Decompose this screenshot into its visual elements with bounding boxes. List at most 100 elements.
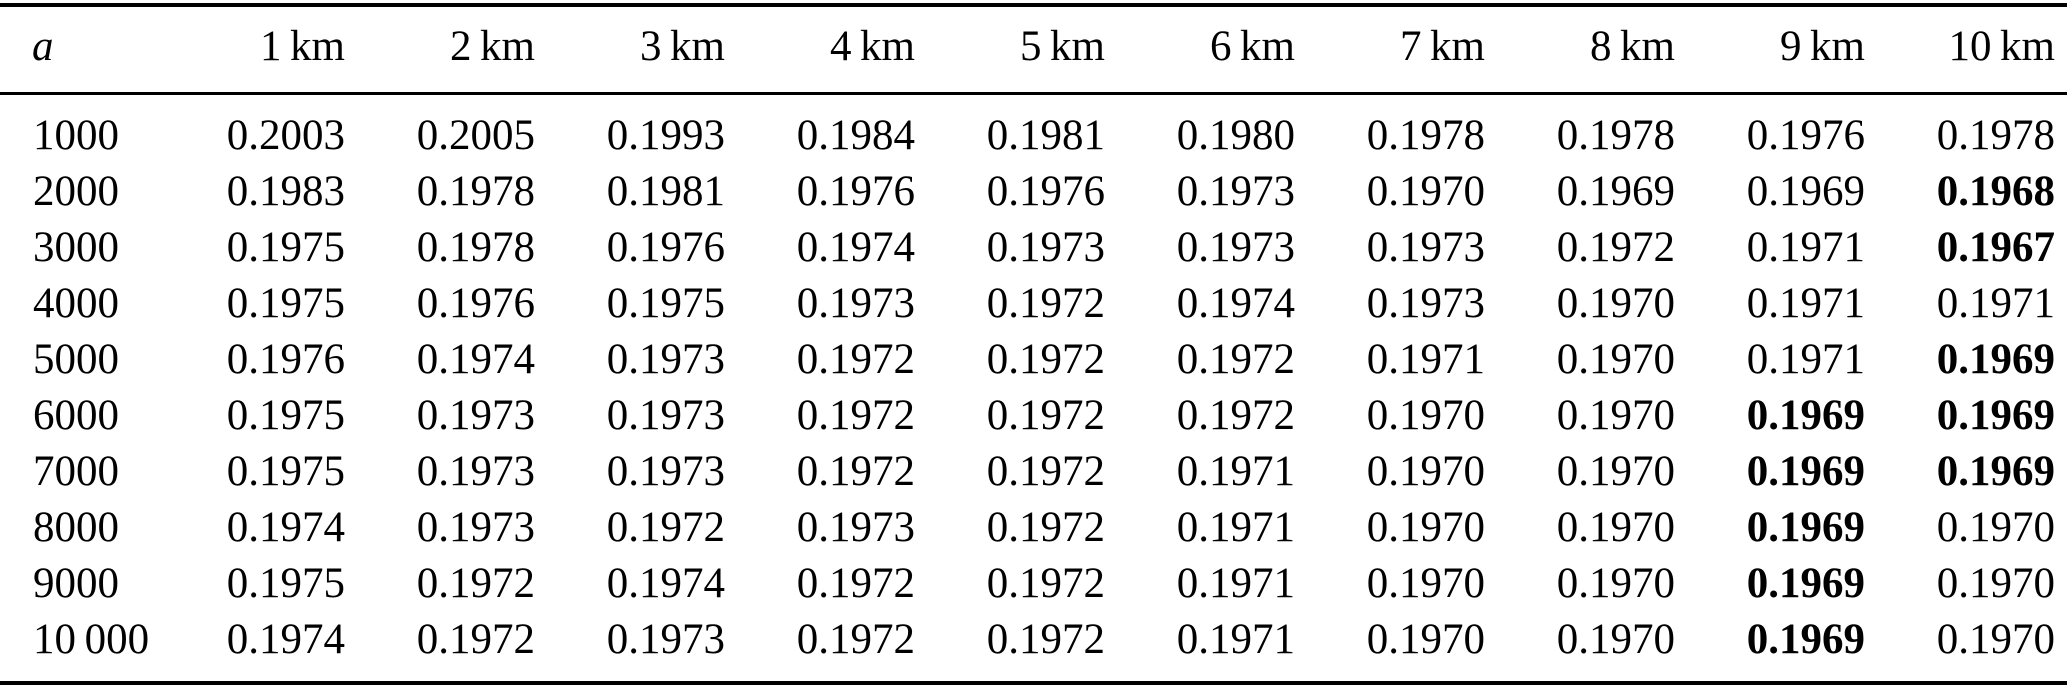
value-cell: 0.1973 [1366, 279, 1485, 327]
value-cell: 0.1978 [416, 223, 535, 271]
row-label-cell: 8000 [33, 503, 119, 551]
value-cell: 0.1971 [1746, 223, 1865, 271]
table-row: 6000 0.1975 0.1973 0.1973 0.1972 0.1972 0.1972… [0, 387, 2067, 443]
row-label-cell: 10 000 [33, 615, 150, 663]
value-cell: 0.1975 [226, 447, 345, 495]
row-label-cell: 2000 [33, 167, 119, 215]
value-cell: 0.1969 [1746, 391, 1865, 439]
value-cell: 0.1978 [1556, 111, 1675, 159]
value-cell: 0.1972 [1556, 223, 1675, 271]
value-cell: 0.1976 [986, 167, 1105, 215]
value-cell: 0.1973 [416, 447, 535, 495]
value-cell: 0.1975 [226, 559, 345, 607]
value-cell: 0.1970 [1556, 559, 1675, 607]
value-cell: 0.1971 [1176, 447, 1295, 495]
value-cell: 0.1970 [1936, 615, 2055, 663]
table-row: 2000 0.1983 0.1978 0.1981 0.1976 0.1976 0.1973… [0, 163, 2067, 219]
value-cell: 0.2005 [416, 111, 535, 159]
value-cell: 0.1972 [796, 447, 915, 495]
value-cell: 0.1973 [416, 503, 535, 551]
value-cell: 0.1974 [226, 615, 345, 663]
value-cell: 0.1970 [1936, 559, 2055, 607]
value-cell: 0.1971 [1176, 559, 1295, 607]
table-body: 1000 0.2003 0.2005 0.1993 0.1984 0.1981 0.1980… [0, 94, 2067, 684]
value-cell: 0.1973 [796, 279, 915, 327]
value-cell: 0.1972 [986, 279, 1105, 327]
value-cell: 0.1972 [796, 335, 915, 383]
header-row: a 1 km 2 km 3 km 4 km 5 km 6 km 7 km 8 k… [0, 5, 2067, 95]
value-cell: 0.1969 [1746, 503, 1865, 551]
value-cell: 0.1969 [1936, 391, 2055, 439]
value-cell: 0.1973 [1366, 223, 1485, 271]
value-cell: 0.1973 [1176, 167, 1295, 215]
table-row: 3000 0.1975 0.1978 0.1976 0.1974 0.1973 0.1973… [0, 219, 2067, 275]
value-cell: 0.1976 [796, 167, 915, 215]
value-cell: 0.1972 [796, 391, 915, 439]
value-cell: 0.1974 [606, 559, 725, 607]
value-cell: 0.1975 [226, 391, 345, 439]
table-header: a 1 km 2 km 3 km 4 km 5 km 6 km 7 km 8 k… [0, 5, 2067, 95]
results-table: a 1 km 2 km 3 km 4 km 5 km 6 km 7 km 8 k… [0, 3, 2067, 685]
table-row: 1000 0.2003 0.2005 0.1993 0.1984 0.1981 0.1980… [0, 94, 2067, 164]
value-cell: 0.1973 [606, 615, 725, 663]
value-cell: 0.1973 [1176, 223, 1295, 271]
value-cell: 0.1974 [796, 223, 915, 271]
value-cell: 0.1969 [1746, 167, 1865, 215]
value-cell: 0.1973 [606, 447, 725, 495]
value-cell: 0.1983 [226, 167, 345, 215]
value-cell: 0.1968 [1936, 167, 2055, 215]
value-cell: 0.1976 [606, 223, 725, 271]
value-cell: 0.1974 [226, 503, 345, 551]
column-header-10km: 10 km [1877, 5, 2067, 95]
value-cell: 0.1975 [226, 279, 345, 327]
table-row: 4000 0.1975 0.1976 0.1975 0.1973 0.1972 0.1974… [0, 275, 2067, 331]
value-cell: 0.1972 [416, 559, 535, 607]
table-row: 10 000 0.1974 0.1972 0.1973 0.1972 0.1972 0.19… [0, 611, 2067, 684]
column-header-5km: 5 km [927, 5, 1117, 95]
value-cell: 0.1984 [796, 111, 915, 159]
column-header-7km: 7 km [1307, 5, 1497, 95]
table-row: 9000 0.1975 0.1972 0.1974 0.1972 0.1972 0.1971… [0, 555, 2067, 611]
value-cell: 0.1972 [416, 615, 535, 663]
value-cell: 0.1972 [796, 559, 915, 607]
row-label-cell: 4000 [33, 279, 119, 327]
value-cell: 0.1971 [1176, 503, 1295, 551]
value-cell: 0.1970 [1366, 447, 1485, 495]
value-cell: 0.1972 [986, 447, 1105, 495]
value-cell: 0.1972 [606, 503, 725, 551]
value-cell: 0.1978 [1936, 111, 2055, 159]
value-cell: 0.1969 [1936, 335, 2055, 383]
value-cell: 0.1976 [226, 335, 345, 383]
value-cell: 0.1980 [1176, 111, 1295, 159]
column-header-2km: 2 km [357, 5, 547, 95]
value-cell: 0.1970 [1556, 447, 1675, 495]
value-cell: 0.1970 [1366, 615, 1485, 663]
value-cell: 0.1970 [1936, 503, 2055, 551]
value-cell: 0.1970 [1556, 335, 1675, 383]
value-cell: 0.1972 [986, 615, 1105, 663]
value-cell: 0.1969 [1746, 559, 1865, 607]
row-label-cell: 6000 [33, 391, 119, 439]
value-cell: 0.1973 [796, 503, 915, 551]
value-cell: 0.1970 [1556, 615, 1675, 663]
value-cell: 0.1972 [986, 391, 1105, 439]
value-cell: 0.1969 [1746, 615, 1865, 663]
row-label-cell: 5000 [33, 335, 119, 383]
value-cell: 0.1974 [416, 335, 535, 383]
value-cell: 0.1981 [986, 111, 1105, 159]
value-cell: 0.1967 [1936, 223, 2055, 271]
value-cell: 0.1981 [606, 167, 725, 215]
row-label-cell: 1000 [33, 111, 119, 159]
value-cell: 0.1978 [416, 167, 535, 215]
value-cell: 0.1972 [1176, 335, 1295, 383]
value-cell: 0.1975 [226, 223, 345, 271]
value-cell: 0.1971 [1746, 279, 1865, 327]
column-header-6km: 6 km [1117, 5, 1307, 95]
value-cell: 0.1971 [1366, 335, 1485, 383]
value-cell: 0.1971 [1936, 279, 2055, 327]
column-header-1km: 1 km [167, 5, 357, 95]
value-cell: 0.1970 [1366, 167, 1485, 215]
value-cell: 0.1969 [1936, 447, 2055, 495]
value-cell: 0.1976 [1746, 111, 1865, 159]
